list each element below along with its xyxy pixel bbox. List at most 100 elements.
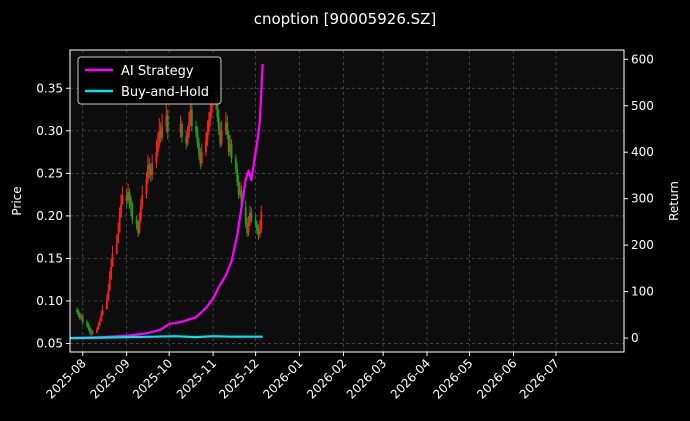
candle-body — [199, 154, 202, 164]
candle-body — [77, 312, 80, 315]
candle-body — [200, 152, 203, 164]
candle-body — [161, 126, 163, 138]
candle-body — [219, 130, 222, 144]
candle-body — [224, 122, 227, 131]
candle-body — [115, 243, 118, 255]
y2-tick-label: 200 — [631, 238, 654, 252]
candle-body — [234, 158, 237, 170]
candle-body — [121, 194, 124, 205]
y2-tick-label: 0 — [631, 331, 639, 345]
candle-body — [137, 224, 139, 233]
candle-body — [207, 120, 210, 131]
candle-body — [98, 321, 101, 326]
candle-body — [91, 332, 94, 334]
candle-body — [206, 130, 209, 142]
candle-body — [181, 124, 183, 137]
candle-body — [148, 164, 151, 170]
candle-body — [149, 169, 152, 176]
y2-tick-label: 100 — [631, 285, 654, 299]
candle-body — [107, 290, 110, 301]
candle-body — [249, 212, 251, 223]
legend-label-buy-and-hold: Buy-and-Hold — [121, 85, 209, 100]
candle-body — [76, 309, 78, 313]
series-lines — [69, 63, 264, 340]
series-line-ai-strategy — [69, 63, 264, 340]
y-tick-label: 0.15 — [36, 251, 63, 265]
candle-body — [210, 105, 213, 113]
candle-body — [257, 231, 260, 235]
candle-body — [90, 331, 93, 334]
candle-body — [100, 315, 103, 322]
candle-body — [258, 229, 261, 235]
y-axis-right: 0 100 200 300 400 500 600 — [624, 52, 654, 345]
candle-body — [179, 124, 182, 133]
candle-body — [189, 109, 192, 123]
candle-body — [118, 217, 121, 233]
candle-body — [196, 132, 199, 143]
candle-body — [190, 109, 193, 127]
candle-body — [195, 126, 198, 133]
y-axis-label: Price — [10, 186, 24, 215]
candle-body — [229, 143, 232, 153]
candle-body — [125, 194, 128, 201]
candle-body — [145, 179, 148, 195]
candle-body — [217, 117, 220, 131]
candle-body — [101, 309, 104, 316]
candle-body — [138, 219, 141, 233]
chart-title: cnoption [90005926.SZ] — [254, 10, 437, 28]
candle-body — [244, 207, 247, 225]
candle-body — [97, 325, 100, 330]
candle-body — [186, 134, 189, 144]
candle-body — [155, 152, 158, 164]
candle-body — [111, 254, 114, 267]
candle-body — [96, 329, 98, 333]
y-tick-label: 0.30 — [36, 124, 63, 138]
y-tick-label: 0.10 — [36, 294, 63, 308]
candle-body — [80, 316, 83, 318]
candle-body — [236, 169, 239, 182]
legend-box — [77, 56, 222, 105]
candle-body — [247, 222, 250, 233]
y2-tick-label: 600 — [631, 52, 654, 66]
candle-body — [128, 192, 131, 199]
candlesticks — [76, 89, 263, 336]
candle-body — [256, 224, 258, 232]
y2-axis-label: Return — [667, 181, 681, 221]
legend-label-ai-strategy: AI Strategy — [121, 64, 194, 79]
y2-tick-label: 500 — [631, 99, 654, 113]
candle-body — [240, 190, 243, 208]
candle-body — [110, 266, 112, 280]
candle-body — [127, 192, 129, 201]
y-tick-label: 0.20 — [36, 209, 63, 223]
candle-body — [227, 135, 230, 153]
candle-body — [117, 232, 120, 244]
candle-body — [166, 115, 169, 133]
candle-body — [209, 112, 212, 121]
candle-body — [151, 163, 154, 176]
candle-body — [239, 190, 241, 195]
candle-body — [120, 204, 122, 218]
candle-body — [159, 130, 162, 138]
candle-body — [220, 130, 223, 144]
legend: AI Strategy Buy-and-Hold — [77, 56, 222, 105]
candle-body — [105, 300, 108, 310]
candle-body — [165, 115, 168, 127]
candle-body — [250, 212, 253, 220]
y-tick-label: 0.05 — [36, 336, 63, 350]
candle-body — [216, 101, 219, 118]
candle-body — [260, 211, 263, 230]
candle-body — [205, 141, 207, 153]
candle-body — [198, 142, 200, 155]
candle-body — [230, 143, 233, 159]
candle-body — [226, 122, 229, 136]
candle-body — [188, 122, 190, 135]
candle-body — [237, 181, 240, 195]
y-tick-label: 0.35 — [36, 81, 63, 95]
candle-body — [139, 205, 142, 220]
candle-body — [135, 219, 138, 225]
candle-body — [254, 219, 257, 225]
candle-body — [156, 142, 159, 153]
candle-body — [147, 164, 149, 180]
y2-tick-label: 400 — [631, 145, 654, 159]
